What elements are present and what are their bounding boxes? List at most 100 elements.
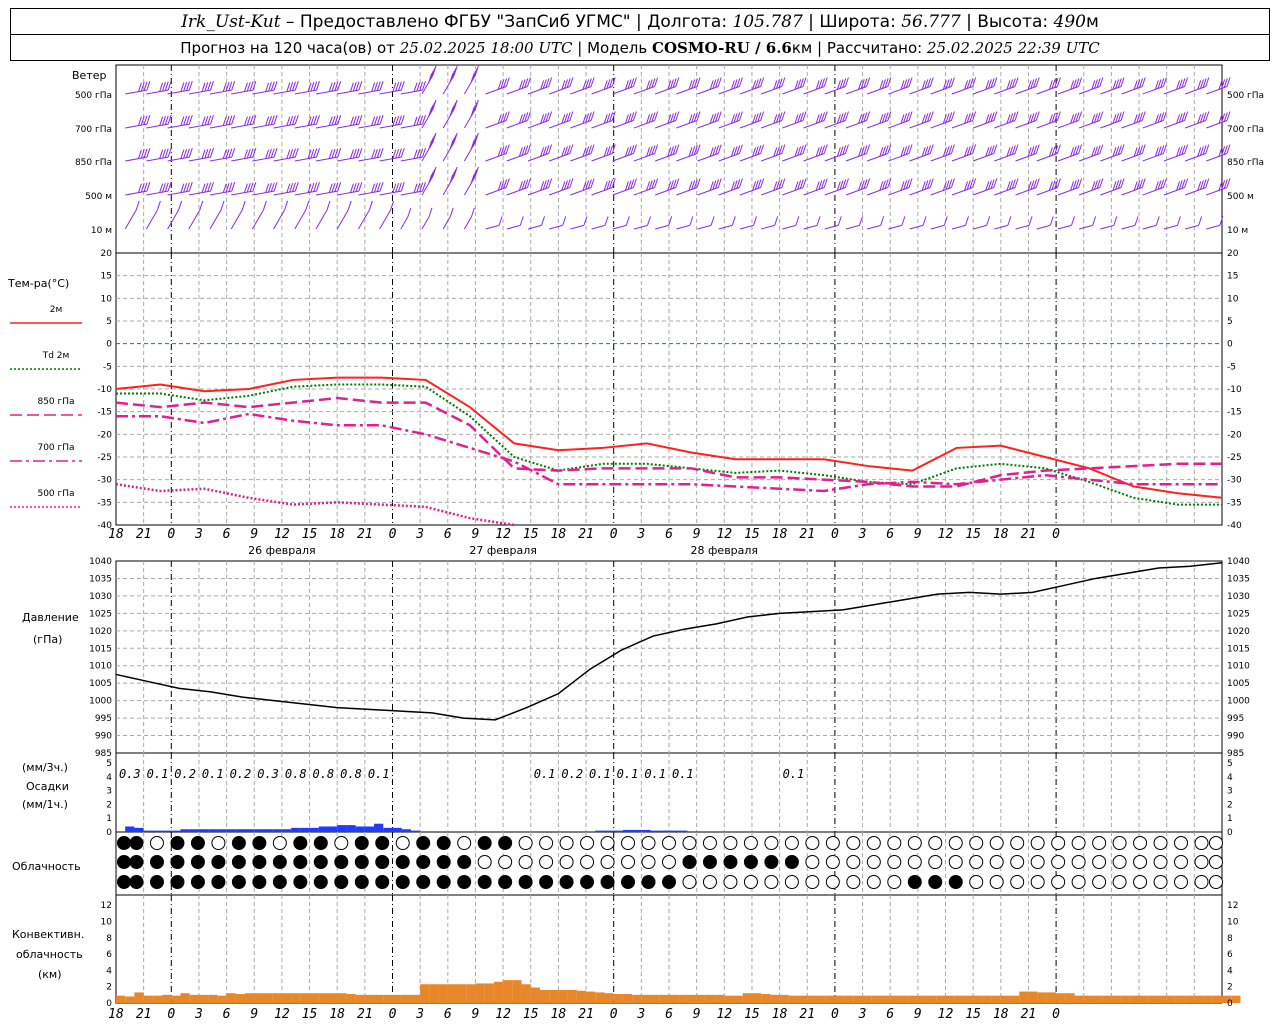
wind-barb-feather — [472, 70, 477, 81]
wind-barb-feather — [1136, 146, 1141, 156]
wind-barb — [930, 153, 952, 162]
wind-barb-feather — [518, 147, 523, 157]
wind-barb-feather — [672, 112, 677, 122]
wind-barb-feather — [1078, 111, 1083, 121]
x-tick-label-mid: 18 — [993, 527, 1009, 542]
cloud-symbol — [518, 836, 533, 850]
wind-barb — [485, 224, 500, 230]
wind-title: Ветер — [72, 69, 106, 82]
wind-barb — [866, 120, 889, 129]
precip-bar — [272, 829, 282, 832]
wind-barb-feather — [627, 79, 632, 89]
wind-barb — [633, 120, 655, 129]
temp-legend-label: 2м — [50, 305, 63, 315]
conv-bar — [401, 994, 411, 1003]
wind-barb-feather — [1181, 112, 1186, 122]
wind-barb-feather — [569, 178, 574, 188]
cloud-symbol — [948, 875, 963, 889]
wind-barb — [909, 120, 931, 129]
precip-3h-label: 0.8 — [340, 767, 362, 781]
conv-bar — [715, 994, 725, 1003]
wind-barb-feather — [289, 149, 294, 159]
conv-bar — [595, 992, 605, 1003]
wind-barb-feather — [757, 112, 762, 122]
wind-barb-feather — [1099, 77, 1104, 87]
conv-bar — [733, 995, 743, 1003]
wind-barb-feather — [964, 114, 969, 124]
wind-barb — [230, 209, 243, 230]
wind-barb-feather — [524, 112, 529, 122]
lat-value: 56.777 — [901, 12, 961, 32]
wind-barb-feather — [760, 77, 765, 87]
wind-barb-feather — [1056, 178, 1061, 188]
cloud-symbol — [805, 875, 820, 889]
cloud-symbol — [272, 855, 287, 869]
x-tick-label-bottom: 12 — [274, 1007, 290, 1022]
wind-barb-feather — [225, 116, 230, 126]
wind-barb-feather — [985, 147, 990, 157]
wind-barb-feather — [421, 182, 426, 192]
pressure-ytick-right: 1000 — [1227, 697, 1250, 707]
alt-label: Высота: — [977, 12, 1049, 32]
wind-barb-feather — [352, 116, 357, 126]
wind-barb-feather — [603, 147, 608, 157]
wind-barb-feather — [866, 178, 871, 188]
wind-barb-feather — [500, 146, 505, 156]
wind-barb-feather — [818, 146, 823, 156]
wind-barb-feather — [569, 77, 574, 87]
wind-barb-feather — [688, 147, 693, 157]
wind-barb — [485, 120, 507, 129]
wind-barb — [379, 123, 402, 129]
wind-barb-feather — [654, 178, 659, 188]
wind-barb-feather — [146, 182, 151, 192]
cloud-symbol — [1153, 855, 1168, 869]
cloud-symbol — [805, 855, 820, 869]
wind-barb — [125, 123, 147, 129]
wind-barb-feather — [879, 114, 884, 124]
wind-barb-feather — [927, 78, 932, 88]
wind-barb-feather — [1199, 113, 1204, 123]
wind-barb-feather — [1221, 146, 1226, 156]
calc-time: 25.02.2025 22:39 UTC — [926, 39, 1100, 57]
wind-barb-feather — [349, 149, 354, 159]
wind-barb-feather — [717, 144, 722, 154]
wind-barb-feather — [881, 146, 886, 156]
wind-barb-feather — [470, 140, 475, 150]
precip-bar — [650, 830, 660, 832]
pressure-ytick-left: 990 — [95, 732, 112, 742]
wind-barb-feather — [545, 145, 550, 155]
conv-bar — [364, 994, 375, 1003]
wind-barb-feather — [548, 144, 553, 154]
wind-barb-feather — [1162, 77, 1167, 87]
wind-barb-feather — [754, 113, 759, 123]
wind-barb-feather — [774, 216, 779, 226]
wind-barb — [252, 89, 275, 95]
wind-barb — [972, 120, 994, 129]
wind-barb-feather — [289, 82, 294, 92]
lon-label: Долгота: — [647, 12, 728, 32]
wind-barb-feather — [929, 77, 934, 87]
wind-barb-feather — [337, 81, 342, 91]
wind-barb-feather — [901, 216, 906, 226]
wind-level-label-left: 850 гПа — [75, 158, 112, 168]
cloud-symbol — [641, 836, 656, 850]
conv-bar — [1046, 992, 1057, 1003]
wind-barb-feather — [943, 216, 948, 226]
wind-barb — [1078, 153, 1100, 162]
wind-barb-feather — [328, 149, 333, 159]
wind-barb-feather — [693, 78, 698, 88]
precip-bar — [263, 829, 273, 832]
wind-barb — [633, 153, 655, 162]
wind-barb-feather — [392, 82, 397, 92]
wind-barb-feather — [1099, 144, 1104, 154]
wind-barb-feather — [273, 182, 278, 192]
wind-barb — [1079, 224, 1093, 230]
wind-barb-feather — [1009, 146, 1014, 156]
x-tick-label-mid: 9 — [250, 527, 258, 542]
cloud-symbol — [117, 855, 131, 869]
wind-barb-feather — [1199, 146, 1204, 156]
wind-barb-feather — [839, 180, 844, 190]
cloud-symbol — [662, 855, 676, 869]
wind-barb-feather — [964, 80, 969, 90]
wind-barb-feather — [866, 77, 871, 87]
